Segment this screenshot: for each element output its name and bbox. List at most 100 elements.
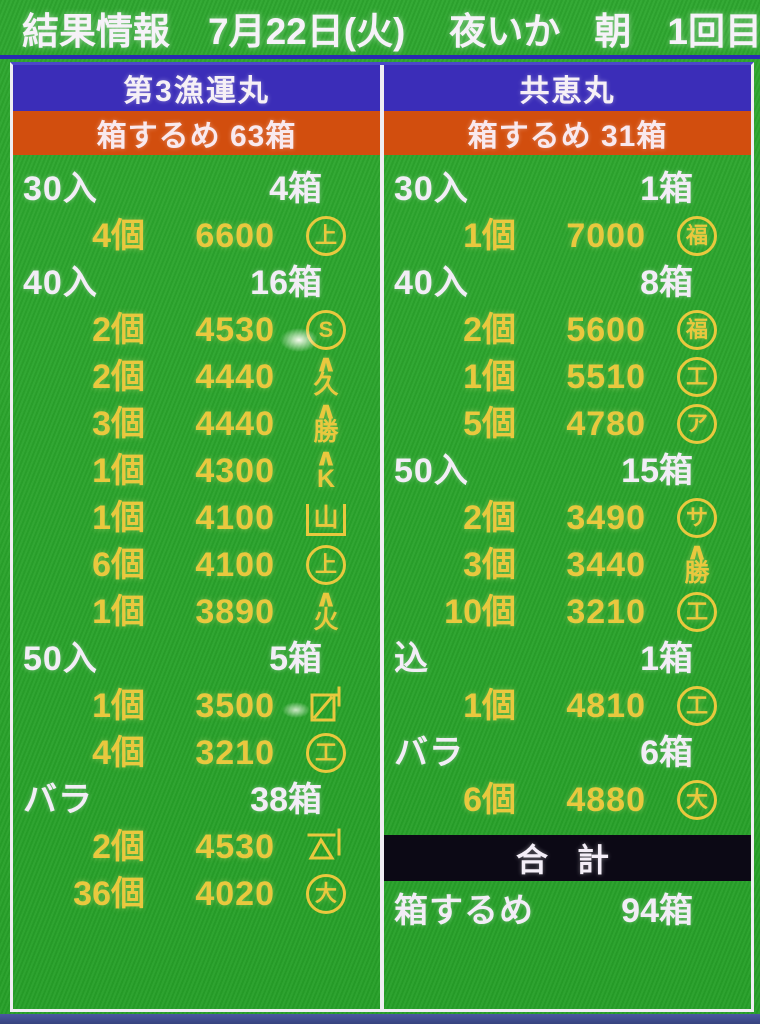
mark-glyph: 工 [685,692,708,718]
lot-price: 4100 [195,498,275,537]
results-panel: 第3漁運丸 箱するめ 63箱 30入 4箱 4個 6600 上 40入 16箱 [10,62,754,1012]
lot-row: 1個 7000 福 [384,212,751,259]
size-label: バラ [23,780,93,819]
kaku-no-icon [310,686,341,721]
mark-glyph: 福 [685,222,708,248]
maru-ko-icon: 工 [677,685,717,726]
size-label: 50入 [394,451,469,490]
mark-glyph: 火 [313,605,339,634]
size-row: バラ 38箱 [13,776,380,823]
lot-price: 4440 [195,357,275,396]
buyer-mark-cell: ア [666,403,728,444]
lot-row: 2個 5600 福 [384,306,751,353]
boat-name: 共恵丸 [519,75,616,108]
lot-price: 3490 [566,498,646,537]
column-body: 30入 1箱 1個 7000 福 40入 8箱 2個 5600 福 [384,155,751,1009]
lot-quantity: 1個 [463,216,516,255]
maru-ue-icon: 上 [306,544,346,585]
buyer-mark-cell: 工 [666,356,728,397]
lot-quantity: 1個 [463,686,516,725]
mark-glyph: 久 [313,370,339,399]
lot-row: 6個 4880 大 [384,776,751,823]
mark-glyph: S [318,316,334,342]
yama-hi-icon: ∧ 火 [313,584,339,634]
buyer-mark-cell: ∧ 勝 [666,537,728,587]
header-session: 夜いか [449,10,561,52]
mark-roof: ∧ [314,443,338,471]
lot-row: 10個 3210 工 [384,588,751,635]
header-round: 1回目 [667,10,760,52]
lot-row: 36個 4020 大 [13,870,380,917]
box-count-bar: 箱するめ 63箱 [13,111,380,155]
lot-price: 7000 [566,216,646,255]
size-row: 50入 15箱 [384,447,751,494]
lot-quantity: 4個 [92,216,145,255]
maru-a-icon: ア [677,403,717,444]
buyer-mark-cell: 工 [666,591,728,632]
buyer-mark-cell: 大 [666,779,728,820]
size-box-count: 6箱 [640,733,693,772]
lot-price: 4530 [195,827,275,866]
mark-glyph: 勝 [684,558,710,587]
size-row: バラ 6箱 [384,729,751,776]
column-body: 30入 4箱 4個 6600 上 40入 16箱 2個 4530 S [13,155,380,1009]
size-row: 込 1箱 [384,635,751,682]
lot-price: 5600 [566,310,646,349]
mark-glyph: 上 [314,222,337,248]
size-label: 30入 [394,169,469,208]
size-box-count: 15箱 [621,451,693,490]
maru-ue-icon: 上 [306,215,346,256]
buyer-mark-cell: S [295,309,357,350]
maru-dai-icon: 大 [306,873,346,914]
mark-roof: ∧ [314,396,338,424]
size-box-count: 38箱 [250,780,322,819]
mark-roof: ∧ [314,584,338,612]
lot-price: 4020 [195,874,275,913]
lot-quantity: 36個 [73,874,145,913]
lot-quantity: 1個 [463,357,516,396]
lot-quantity: 2個 [463,498,516,537]
kane-sankaku-icon [307,828,341,859]
maru-ko-icon: 工 [677,356,717,397]
lot-row: 2個 4530 [13,823,380,870]
size-label: 40入 [23,263,98,302]
maru-s-icon: S [306,309,346,350]
boat-name: 第3漁運丸 [123,75,270,108]
total-header-label: 合 計 [516,842,619,878]
size-row: 50入 5箱 [13,635,380,682]
buyer-mark-cell: 工 [666,685,728,726]
lot-quantity: 2個 [92,827,145,866]
lot-price: 5510 [566,357,646,396]
size-box-count: 1箱 [640,169,693,208]
size-box-count: 16箱 [250,263,322,302]
mark-roof: ∧ [685,537,709,565]
yama-kyu-icon: ∧ 久 [313,351,339,399]
lot-quantity: 2個 [92,357,145,396]
lot-quantity: 5個 [463,404,516,443]
lot-quantity: 10個 [444,592,516,631]
lot-row: 1個 4100 山 [13,494,380,541]
lot-quantity: 4個 [92,733,145,772]
mark-glyph: 福 [685,316,708,342]
kaku-yama-icon: 山 [306,503,346,536]
box-count-bar: 箱するめ 31箱 [384,111,751,155]
header-title: 結果情報 [22,10,170,52]
buyer-mark-cell [295,685,357,727]
grand-total-label: 箱するめ [394,892,534,930]
mark-glyph: 工 [685,598,708,624]
lot-price: 4440 [195,404,275,443]
lot-quantity: 3個 [92,404,145,443]
lot-row: 2個 4530 S [13,306,380,353]
size-row: 40入 8箱 [384,259,751,306]
lot-quantity: 1個 [92,592,145,631]
lot-row: 4個 6600 上 [13,212,380,259]
lot-price: 4100 [195,545,275,584]
header-period: 朝 [594,10,632,52]
buyer-mark-cell: 福 [666,309,728,350]
buyer-mark-cell: 福 [666,215,728,256]
mark-glyph: 大 [685,786,708,812]
lot-row: 3個 3440 ∧ 勝 [384,537,751,588]
lot-row: 1個 3890 ∧ 火 [13,584,380,635]
lot-quantity: 3個 [463,545,516,584]
size-label: 込 [394,639,429,678]
